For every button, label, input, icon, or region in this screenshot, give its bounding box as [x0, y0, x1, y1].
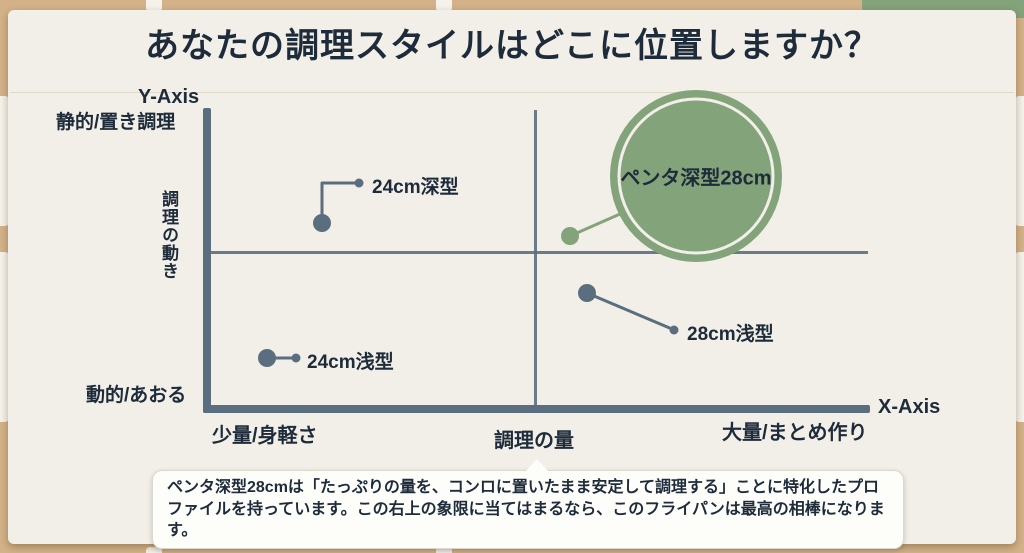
adjacent-slide-notch — [436, 0, 452, 12]
adjacent-slide-notch — [436, 547, 452, 553]
adjacent-slide-edge — [1015, 252, 1024, 422]
x-axis-right-label: 大量/まとめ作り — [722, 422, 868, 444]
callout-text: ペンタ深型28cmは「たっぷりの量を、コンロに置いたまま安定して調理する」ことに… — [167, 479, 885, 540]
x-axis-line — [203, 405, 870, 413]
quadrant-divider-horizontal — [211, 251, 868, 254]
y-axis-line — [203, 108, 211, 413]
quadrant-divider-vertical — [534, 110, 537, 405]
x-axis-name: X-Axis — [878, 396, 941, 418]
adjacent-slide-edge — [0, 96, 9, 226]
adjacent-slide-edge — [0, 252, 9, 422]
y-axis-top-label: 静的/置き調理 — [56, 112, 176, 133]
adjacent-slide-edge — [1015, 96, 1024, 226]
adjacent-slide-notch — [146, 547, 162, 553]
y-axis-mid-label: 調理の動き — [159, 190, 178, 280]
callout-pointer-icon — [525, 459, 549, 472]
callout: ペンタ深型28cmは「たっぷりの量を、コンロに置いたまま安定して調理する」ことに… — [152, 459, 904, 549]
x-axis-mid-label: 調理の量 — [494, 430, 574, 452]
x-axis-left-label: 少量/身軽さ — [212, 425, 318, 447]
y-axis-bottom-label: 動的/あおる — [86, 385, 187, 406]
y-axis-name: Y-Axis — [138, 86, 200, 108]
slide-title: あなたの調理スタイルはどこに位置しますか？ — [145, 27, 879, 65]
header-divider — [10, 92, 1014, 93]
slide-card — [8, 10, 1016, 544]
adjacent-slide-notch — [146, 0, 162, 12]
